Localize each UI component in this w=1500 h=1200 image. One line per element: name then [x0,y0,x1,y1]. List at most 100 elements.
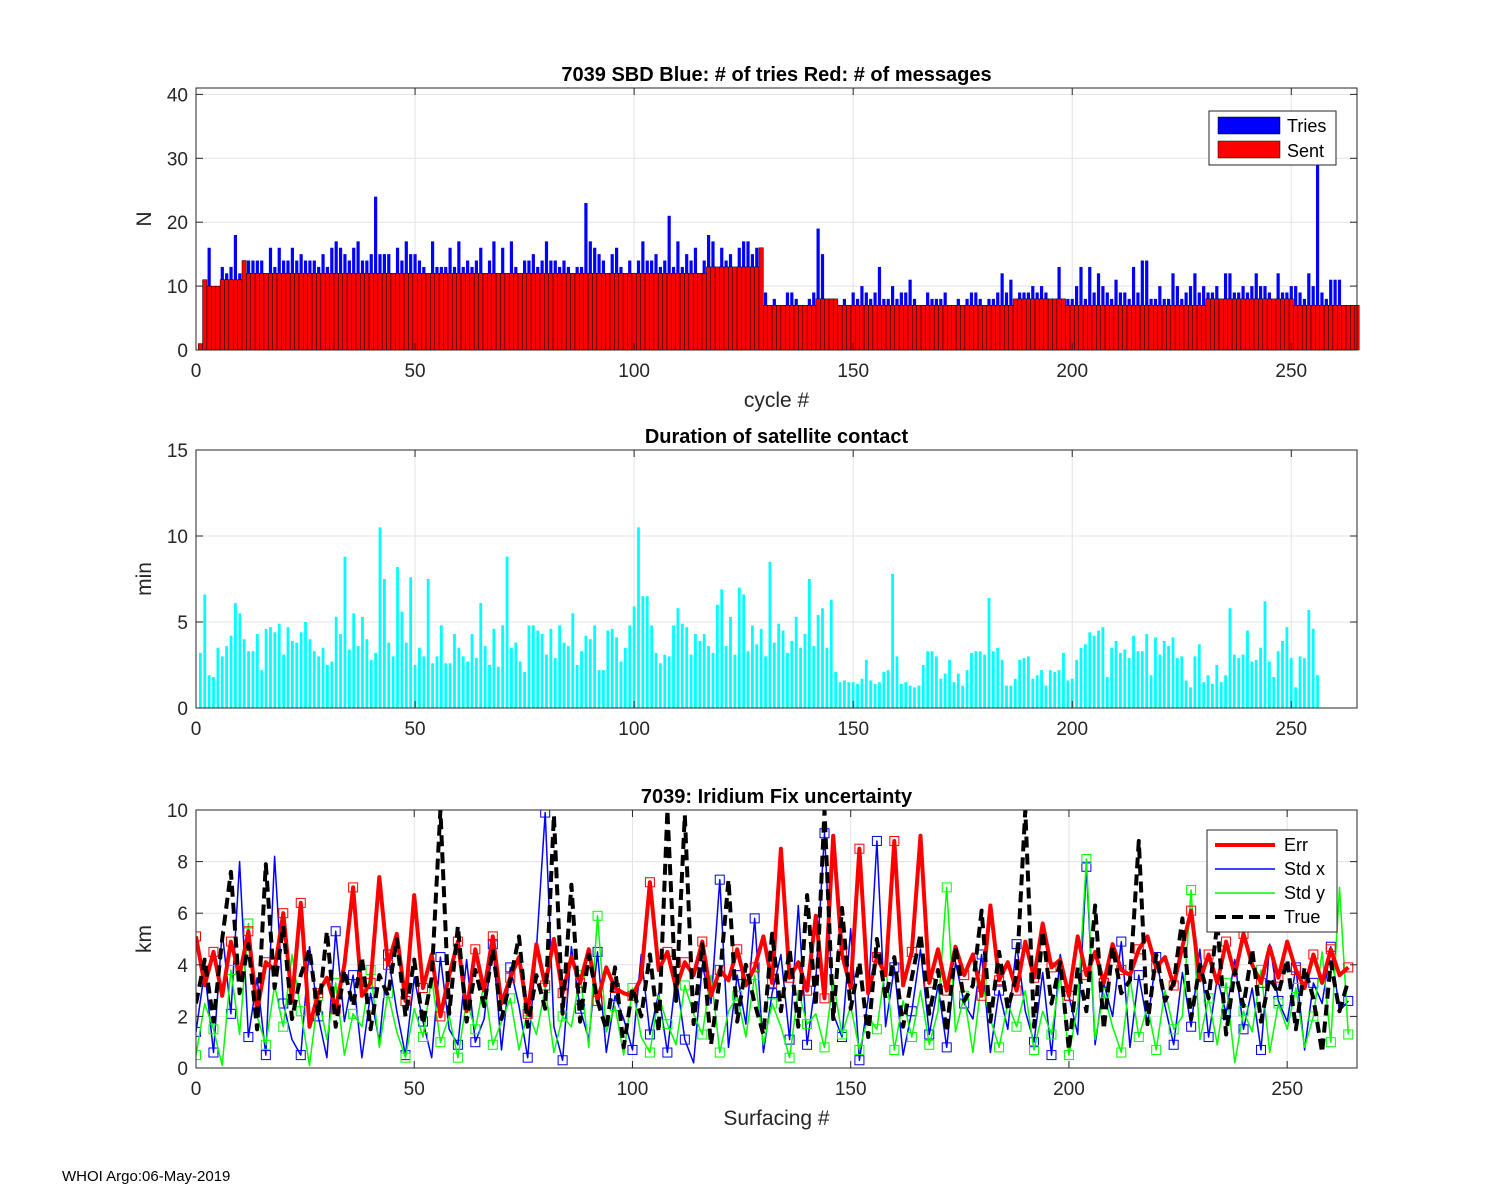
sent-bar [416,273,422,351]
sent-bar [767,305,773,351]
duration-bar [663,654,667,708]
series-marker [1011,1021,1022,1032]
sent-bar [1328,305,1334,351]
sent-bar [285,273,291,351]
series-marker [1186,905,1197,916]
sent-bar [592,273,598,351]
duration-bar [225,646,229,708]
duration-bar [343,556,347,708]
duration-bar [790,640,794,708]
sent-bar [692,273,698,351]
duration-bar [768,561,772,708]
sent-bar [916,305,922,351]
duration-bar [295,642,299,708]
series-marker [854,843,865,854]
y-tick-label: 0 [177,341,188,362]
x-tick-label: 0 [191,361,202,382]
sent-bar [403,273,409,351]
sent-bar [263,273,269,351]
sent-bar [1052,298,1058,351]
duration-bar [492,628,496,708]
duration-bar [584,635,588,708]
sent-bar [342,273,348,351]
duration-bar [382,579,386,708]
sent-bar [771,305,777,351]
sent-bar [780,305,786,351]
sent-bar [1047,298,1053,351]
duration-bar [545,654,548,708]
series-marker [819,1042,830,1053]
duration-bar [698,640,702,708]
sent-bar [421,273,427,351]
sent-bar [224,279,230,351]
sent-bar [1315,305,1321,351]
legend-label-sent: Sent [1287,141,1324,161]
sent-bar [241,260,247,351]
series-marker [1133,944,1144,955]
sent-bar [360,273,365,351]
sent-bar [381,273,387,351]
series-marker [749,962,760,973]
duration-bar [864,659,868,708]
duration-bar [794,616,798,708]
axes-box [195,87,1358,351]
duration-bar [501,625,505,708]
duration-bar [1184,680,1188,708]
sent-bar [482,273,488,351]
duration-bar [680,623,684,708]
sent-bar [1174,305,1180,351]
duration-bar [234,603,237,708]
sent-bar [969,305,974,351]
y-tick-label: 8 [177,853,188,874]
sent-bar [544,273,549,351]
series-marker [1011,985,1022,996]
duration-bar [921,665,925,708]
duration-bar [777,623,781,708]
sent-bar [460,273,466,351]
sent-bar [1179,305,1185,351]
duration-bar [238,613,242,708]
sent-bar [745,266,751,351]
duration-bar [606,630,610,708]
duration-bar [1013,678,1017,708]
duration-bar [935,656,938,708]
duration-bar [650,625,654,708]
sent-bar [820,298,825,351]
duration-bar [1149,675,1153,708]
sent-bar [1135,305,1141,351]
series-marker [889,1044,900,1055]
sent-bar [561,273,567,351]
sent-bar [399,273,405,351]
series-marker [1186,1021,1197,1032]
sent-bar [289,273,295,351]
series-marker [260,1039,271,1050]
sent-bar [951,305,957,351]
sent-bar [903,305,909,351]
sent-bar [609,273,615,351]
series-line-err [196,833,1350,1029]
sent-bar [947,305,953,351]
sent-bar [570,273,576,351]
legend-swatch-tries [1217,116,1281,135]
sent-bar [785,305,790,351]
series-marker [1325,944,1336,955]
duration-bar [339,634,342,708]
duration-bar [667,656,671,708]
series-marker [941,1042,952,1053]
duration-bar [448,663,452,708]
duration-bar [733,654,737,708]
x-tick-label: 100 [618,361,650,382]
sent-bar [1113,305,1119,351]
duration-bar [1062,652,1065,708]
duration-bar [1175,658,1179,708]
sent-bar [1201,305,1207,351]
sent-bar [513,273,519,351]
legend-label-tries: Tries [1287,116,1326,136]
y-tick-label: 4 [177,956,188,977]
duration-bar [729,616,732,708]
sent-bar [1214,298,1220,351]
duration-bar [549,628,553,708]
duration-bar [908,685,912,708]
series-marker [871,835,882,846]
duration-bar [672,625,675,708]
